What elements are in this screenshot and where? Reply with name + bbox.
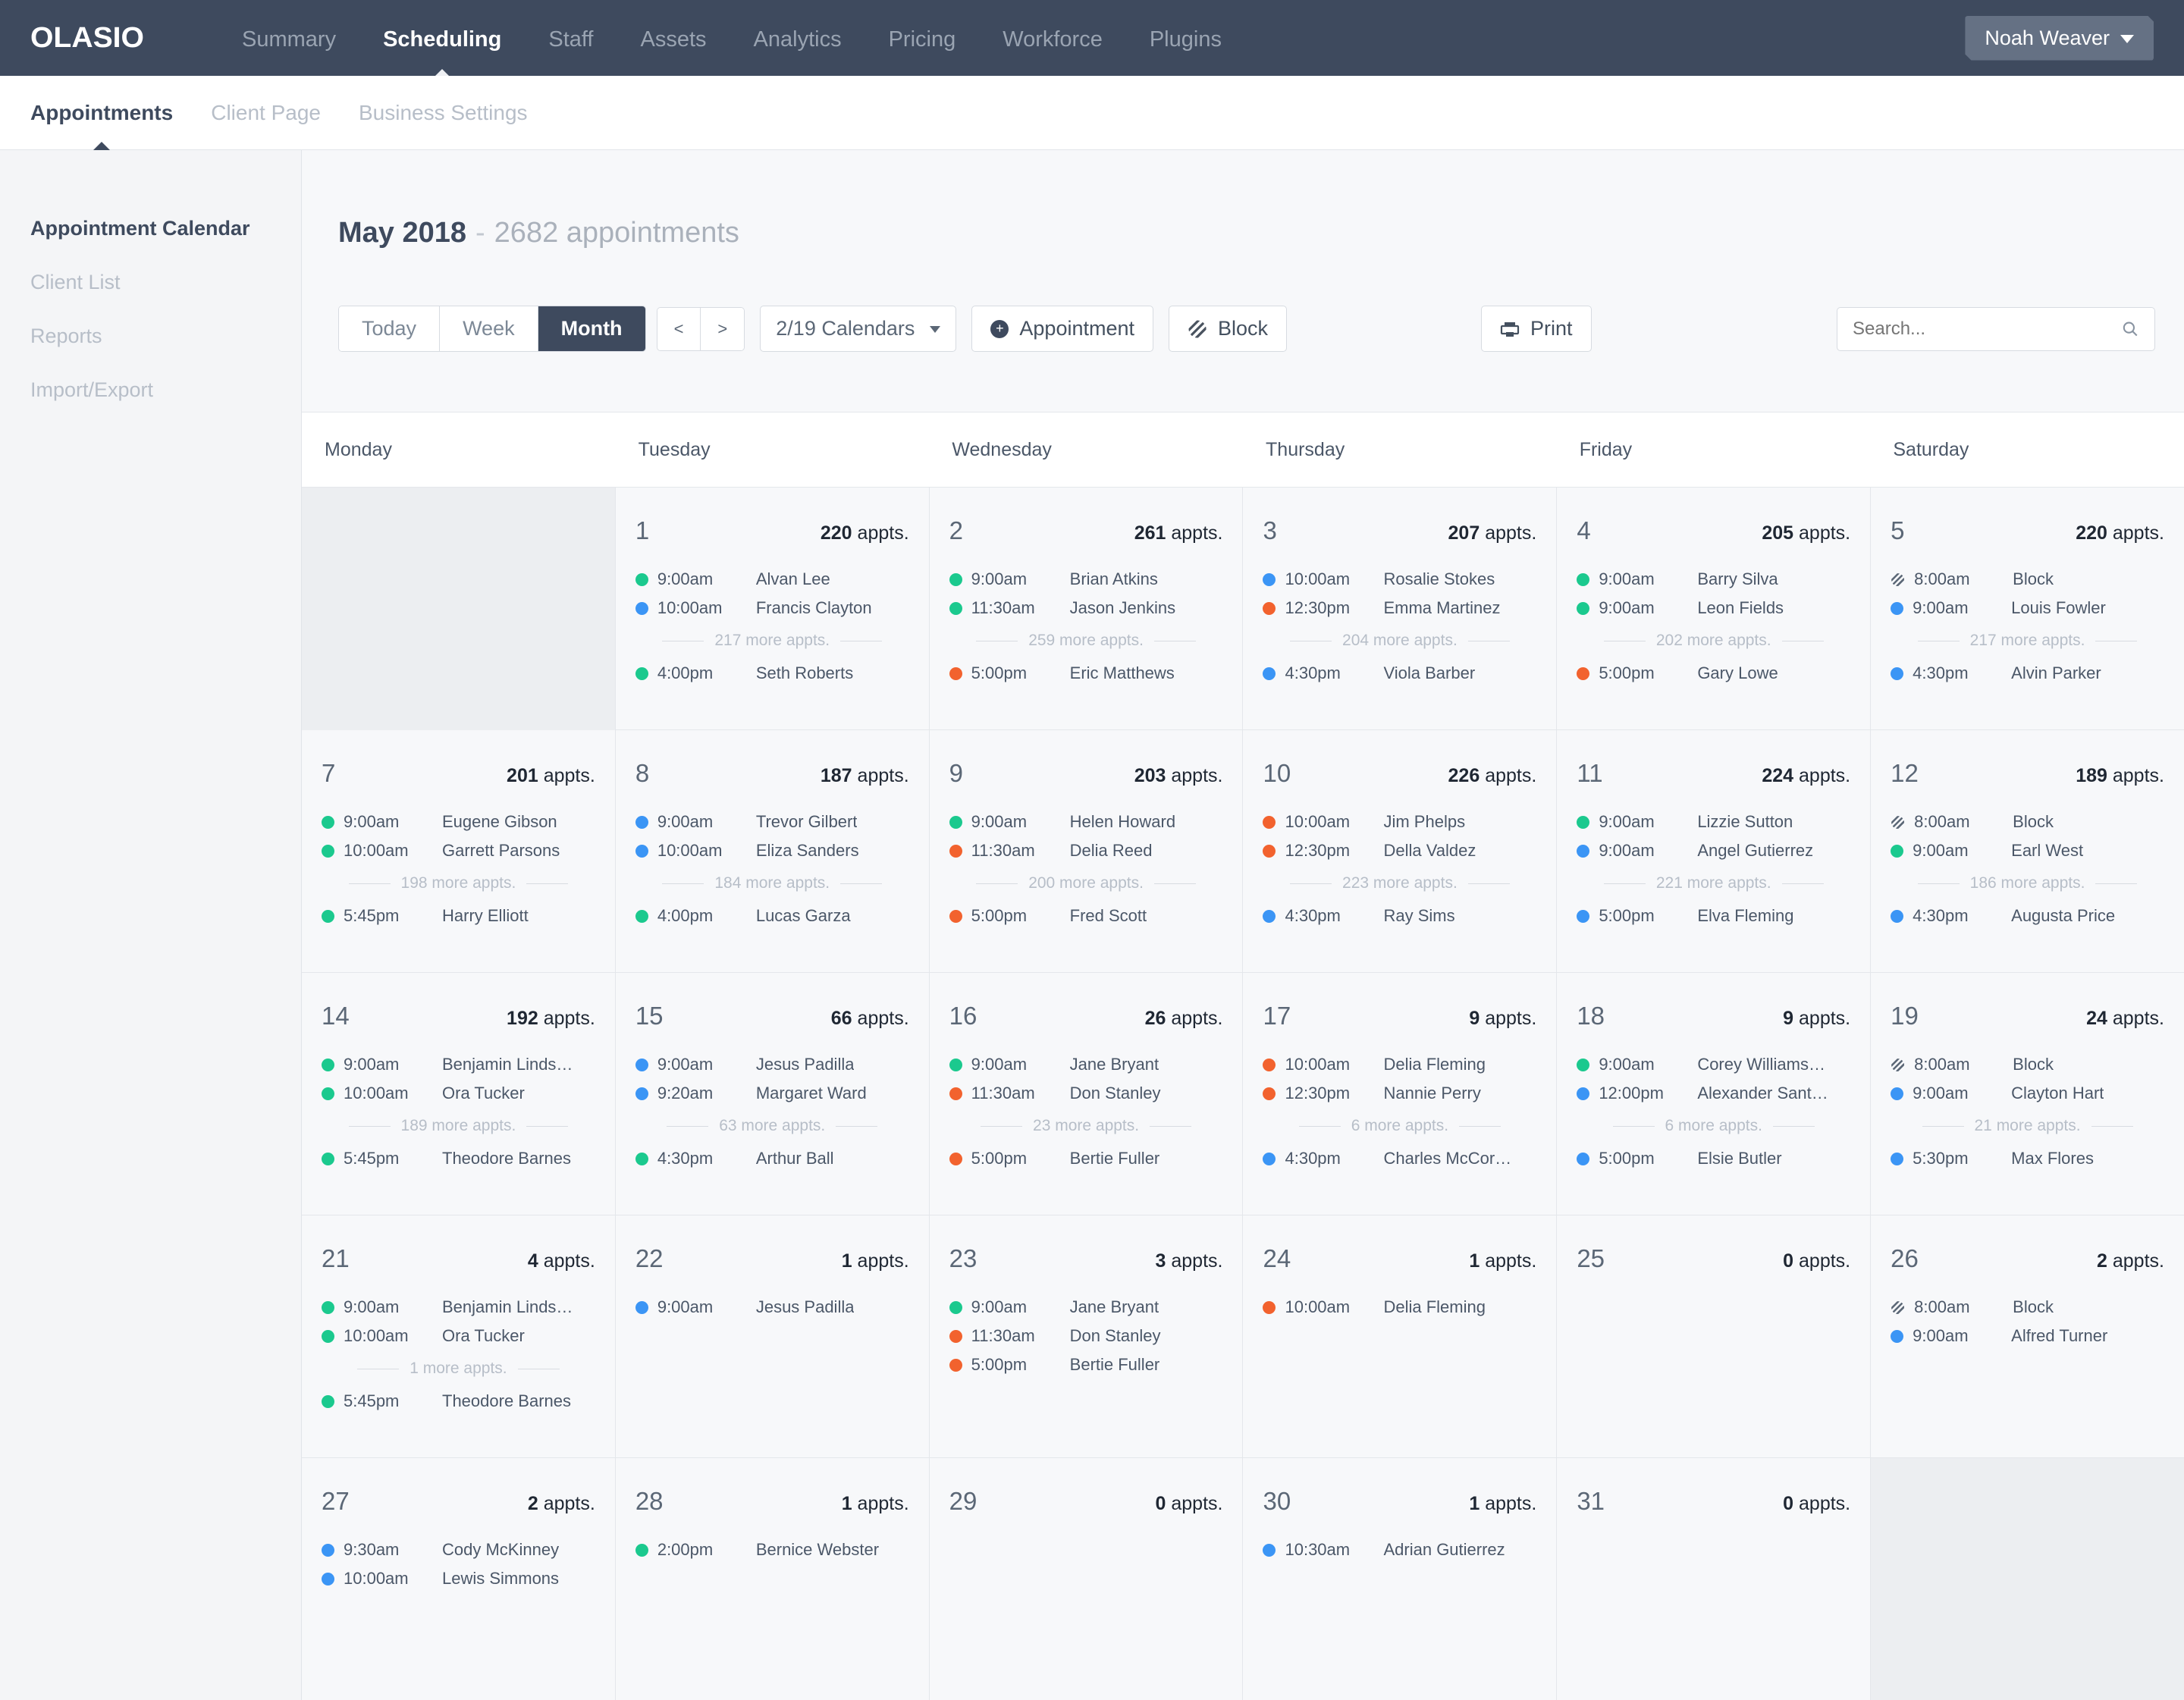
svg-text:OLASIO: OLASIO [30, 22, 144, 54]
